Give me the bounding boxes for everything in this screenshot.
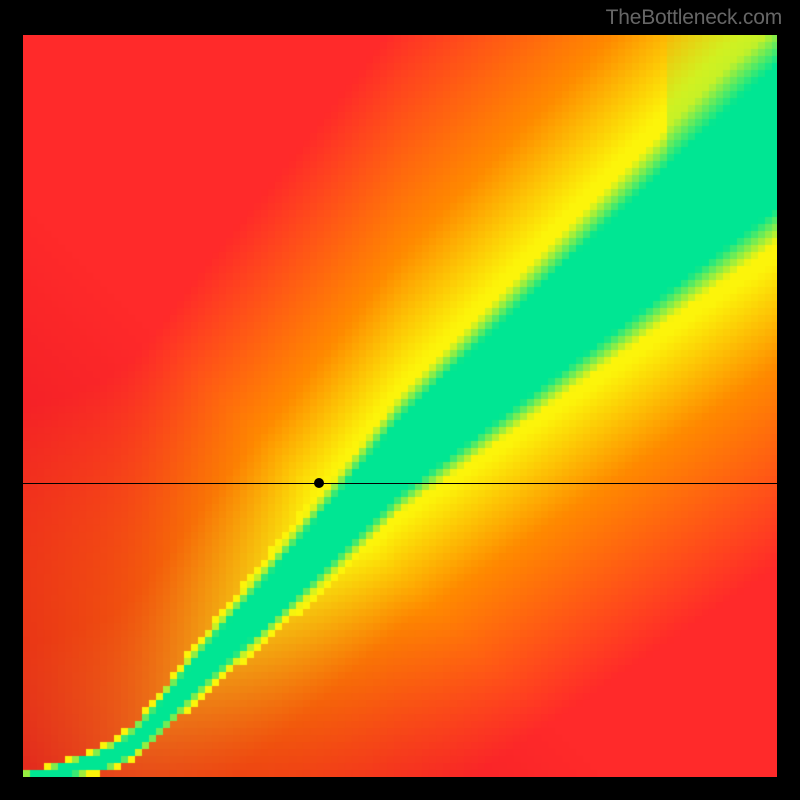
crosshair-vertical — [319, 777, 320, 800]
chart-container: TheBottleneck.com — [0, 0, 800, 800]
attribution-text: TheBottleneck.com — [606, 6, 782, 30]
crosshair-horizontal — [23, 483, 777, 484]
crosshair-dot — [314, 478, 324, 488]
heatmap-canvas — [23, 35, 777, 777]
bottleneck-heatmap — [23, 35, 777, 777]
